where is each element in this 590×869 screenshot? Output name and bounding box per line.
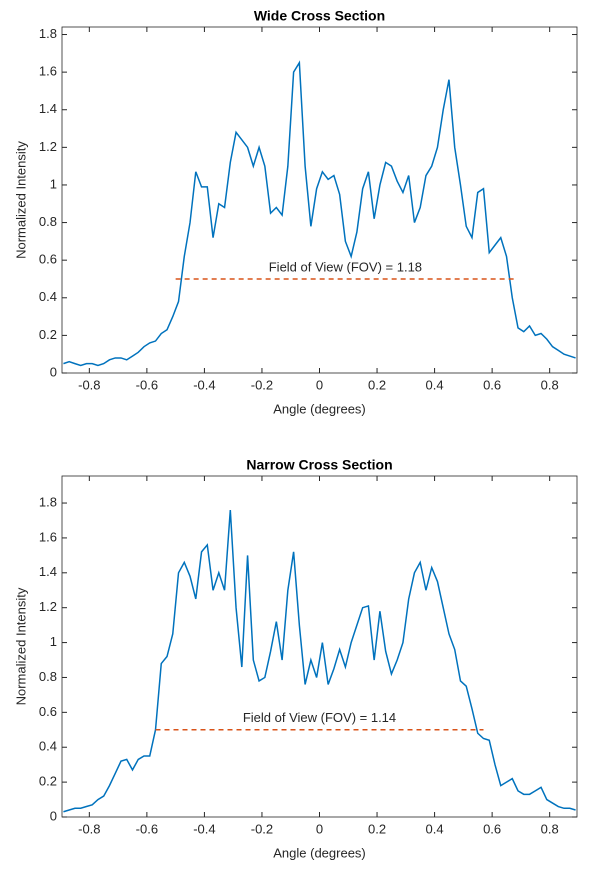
y-tick-label: 0.6 [39, 252, 57, 267]
data-line [63, 60, 576, 367]
annotation: Field of View (FOV) = 1.14 [243, 710, 396, 725]
x-tick-label: -0.6 [136, 821, 158, 836]
y-axis-label: Normalized Intensity [13, 587, 28, 705]
x-axis-label: Angle (degrees) [273, 401, 366, 416]
x-tick-label: 0.4 [426, 821, 444, 836]
y-tick-label: 0.8 [39, 669, 57, 684]
y-tick-label: 0.4 [39, 739, 57, 754]
x-tick-label: -0.8 [78, 821, 100, 836]
y-tick-label: 0.4 [39, 289, 57, 304]
y-tick-label: 0.2 [39, 774, 57, 789]
axes-box [61, 475, 578, 818]
y-tick-label: 1.6 [39, 529, 57, 544]
x-tick-label: -0.4 [193, 821, 215, 836]
annotation: Field of View (FOV) = 1.18 [269, 259, 422, 274]
y-tick-label: 0 [50, 808, 57, 823]
y-tick-label: 1.4 [39, 101, 57, 116]
y-tick-label: 1.6 [39, 64, 57, 79]
x-tick-label: 0.8 [541, 821, 559, 836]
x-tick-label: -0.2 [251, 377, 273, 392]
y-tick-label: 0.2 [39, 327, 57, 342]
x-tick-label: 0.6 [483, 821, 501, 836]
chart-title: Narrow Cross Section [246, 457, 392, 473]
y-tick-label: 1.2 [39, 139, 57, 154]
x-tick-label: 0.6 [483, 377, 501, 392]
y-tick-label: 1.8 [39, 26, 57, 41]
data-line [63, 509, 576, 813]
y-axis-label: Normalized Intensity [13, 141, 28, 259]
y-tick-label: 0.8 [39, 214, 57, 229]
y-tick-label: 1 [50, 176, 57, 191]
y-tick-label: 1 [50, 634, 57, 649]
axes-box [61, 26, 578, 374]
y-tick-label: 0 [50, 364, 57, 379]
x-tick-label: 0.2 [368, 377, 386, 392]
y-tick-label: 1.4 [39, 564, 57, 579]
x-tick-label: -0.2 [251, 821, 273, 836]
x-tick-label: 0 [316, 821, 323, 836]
chart-title: Wide Cross Section [254, 8, 385, 24]
y-tick-label: 1.2 [39, 599, 57, 614]
x-tick-label: 0.2 [368, 821, 386, 836]
x-tick-label: 0 [316, 377, 323, 392]
x-axis-label: Angle (degrees) [273, 845, 366, 860]
x-tick-label: 0.4 [426, 377, 444, 392]
x-tick-label: -0.6 [136, 377, 158, 392]
y-tick-label: 0.6 [39, 704, 57, 719]
x-tick-label: -0.8 [78, 377, 100, 392]
x-tick-label: 0.8 [541, 377, 559, 392]
x-tick-label: -0.4 [193, 377, 215, 392]
y-tick-label: 1.8 [39, 494, 57, 509]
